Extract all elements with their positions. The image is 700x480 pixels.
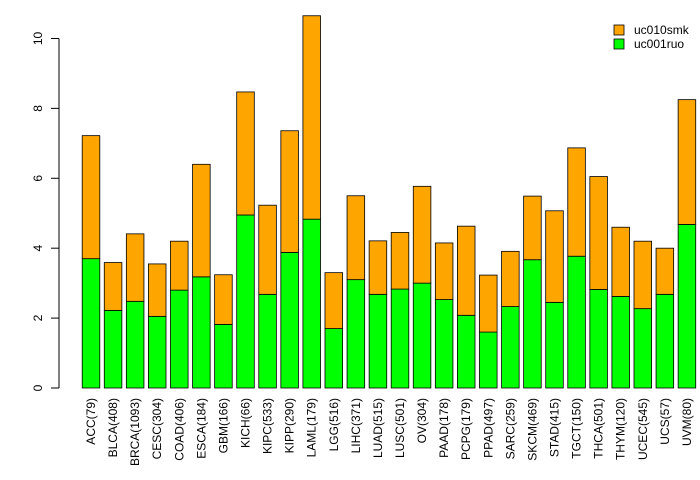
bar-uc001ruo	[412, 282, 432, 389]
x-tick-label: PAAD(178)	[437, 398, 451, 458]
legend-swatch-uc001ruo	[613, 38, 625, 50]
bar-uc010smk	[81, 135, 101, 260]
bar-uc001ruo	[390, 288, 410, 389]
x-tick-label: GBM(166)	[216, 398, 230, 453]
bar-uc001ruo	[501, 306, 520, 389]
bar-uc010smk	[170, 240, 189, 291]
x-tick-label: LUAD(515)	[371, 398, 385, 458]
legend-label-uc010smk: uc010smk	[634, 23, 690, 37]
x-tick-label: OV(304)	[415, 398, 429, 443]
bar-uc001ruo	[103, 310, 123, 389]
bar-uc010smk	[633, 240, 652, 310]
x-tick-label: UVM(80)	[680, 398, 694, 446]
bar-uc010smk	[214, 274, 233, 325]
bar-uc001ruo	[81, 258, 101, 389]
bar-uc001ruo	[346, 279, 366, 389]
x-tick-label: BLCA(408)	[106, 398, 120, 457]
bar-uc010smk	[479, 274, 498, 333]
x-tick-label: LIHC(371)	[349, 398, 363, 453]
bar-uc001ruo	[457, 314, 476, 389]
x-tick-label: ESCA(184)	[194, 398, 208, 459]
x-tick-label: PPAD(497)	[481, 398, 495, 458]
bar-uc001ruo	[236, 214, 255, 389]
y-tick-label: 10	[31, 31, 45, 45]
bar-uc001ruo	[655, 293, 675, 389]
bar-uc001ruo	[434, 299, 454, 389]
bars-group	[81, 15, 697, 389]
bar-uc010smk	[346, 195, 366, 281]
bar-uc001ruo	[214, 323, 233, 389]
x-tick-label: THCA(501)	[592, 398, 606, 459]
bar-uc001ruo	[589, 289, 608, 389]
x-tick-label: KICH(66)	[239, 398, 253, 448]
x-tick-label: SKCM(469)	[525, 398, 539, 461]
x-axis-labels: ACC(79) BLCA(408) BRCA(1093) CESC(304) COAD(…	[84, 398, 694, 466]
bar-uc010smk	[677, 99, 697, 225]
bar-uc001ruo	[148, 315, 167, 389]
bar-uc001ruo	[170, 289, 189, 389]
bar-uc010smk	[655, 247, 675, 295]
y-tick-label: 4	[31, 245, 45, 252]
legend-swatch-uc010smk	[613, 24, 625, 36]
x-tick-label: UCS(57)	[658, 398, 672, 445]
bar-uc001ruo	[545, 301, 564, 389]
y-tick-label: 6	[31, 175, 45, 182]
y-tick-label: 2	[31, 314, 45, 321]
x-tick-label: CESC(304)	[150, 398, 164, 459]
x-tick-label: LUSC(501)	[393, 398, 407, 458]
bar-uc001ruo	[523, 259, 542, 389]
bar-uc001ruo	[125, 300, 145, 389]
y-tick-label: 8	[31, 105, 45, 112]
x-tick-label: SARC(259)	[503, 398, 517, 459]
bar-uc001ruo	[677, 224, 697, 389]
bar-uc010smk	[589, 176, 608, 290]
x-tick-label: THYM(120)	[614, 398, 628, 460]
x-tick-label: BRCA(1093)	[128, 398, 142, 466]
bar-uc001ruo	[567, 255, 586, 389]
x-tick-label: KIPP(290)	[283, 398, 297, 453]
bar-uc010smk	[412, 185, 432, 284]
bar-uc001ruo	[324, 328, 343, 389]
bar-uc010smk	[103, 262, 123, 311]
y-tick-label: 0	[31, 384, 45, 391]
bar-uc001ruo	[368, 293, 388, 389]
bar-uc010smk	[148, 263, 167, 317]
bar-uc001ruo	[258, 293, 277, 389]
bar-uc010smk	[567, 147, 586, 257]
bar-uc010smk	[434, 242, 454, 300]
x-tick-label: ACC(79)	[84, 398, 98, 445]
x-tick-label: LGG(516)	[327, 398, 341, 451]
bar-uc010smk	[501, 250, 520, 307]
bar-uc001ruo	[479, 331, 498, 389]
x-tick-label: COAD(406)	[172, 398, 186, 461]
bar-uc010smk	[258, 204, 277, 295]
x-tick-label: PCPG(179)	[459, 398, 473, 460]
legend-label-uc001ruo: uc001ruo	[634, 37, 684, 51]
bar-uc001ruo	[633, 308, 652, 389]
bar-uc001ruo	[302, 218, 321, 389]
x-tick-label: KIPC(533)	[261, 398, 275, 454]
bar-uc010smk	[545, 210, 564, 303]
y-axis: 0 2 4 6 8 10	[31, 31, 60, 391]
bar-uc010smk	[125, 233, 145, 302]
bar-uc010smk	[192, 163, 211, 278]
bar-uc010smk	[236, 91, 255, 216]
x-tick-label: LAML(179)	[305, 398, 319, 457]
bar-uc001ruo	[611, 296, 630, 389]
bar-uc010smk	[611, 226, 630, 297]
bar-uc010smk	[390, 232, 410, 290]
bar-uc010smk	[302, 15, 321, 220]
bar-uc001ruo	[280, 251, 299, 389]
bar-uc010smk	[324, 272, 343, 329]
bar-uc010smk	[523, 195, 542, 261]
bar-uc001ruo	[192, 276, 211, 389]
x-tick-label: STAD(415)	[548, 398, 562, 457]
x-tick-label: TGCT(150)	[570, 398, 584, 459]
x-tick-label: UCEC(545)	[636, 398, 650, 460]
bar-uc010smk	[280, 130, 299, 253]
bar-uc010smk	[368, 240, 388, 295]
bar-uc010smk	[457, 225, 476, 316]
